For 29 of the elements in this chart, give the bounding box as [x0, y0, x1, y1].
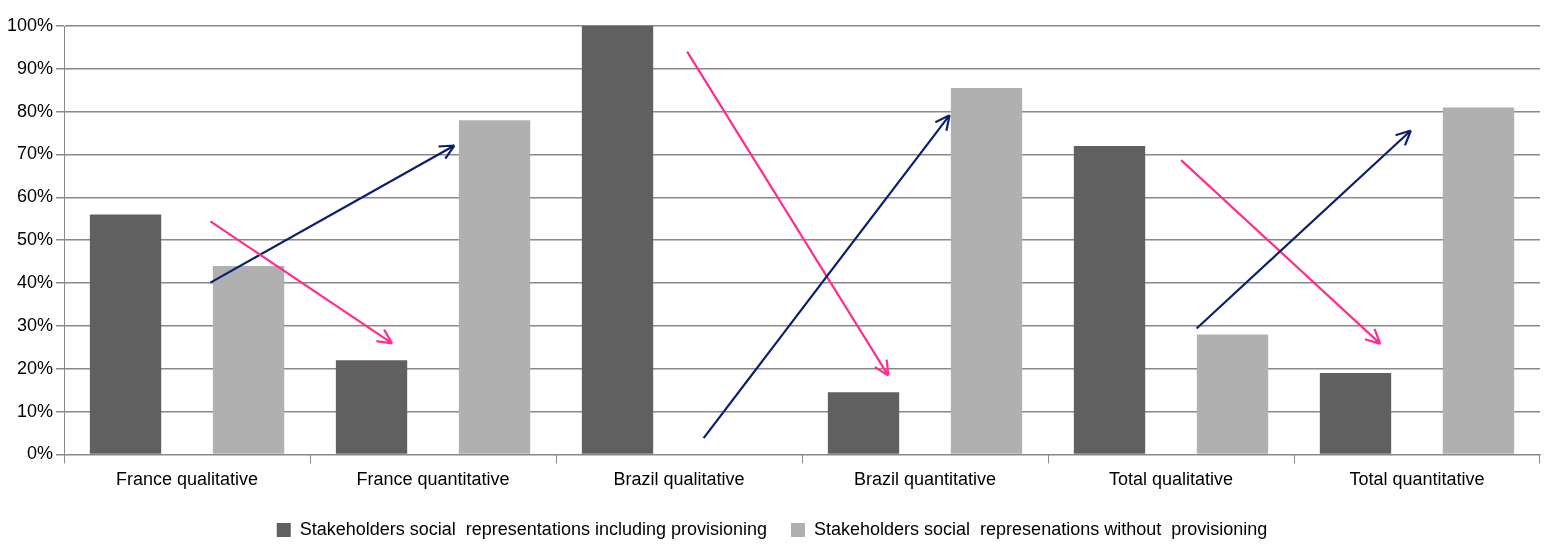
y-tick-label: 100% [6, 14, 54, 35]
bar [827, 392, 900, 454]
bar [335, 360, 408, 454]
y-tick-label: 0% [27, 443, 54, 464]
bar [950, 88, 1023, 454]
y-tick-label: 20% [17, 357, 54, 378]
y-tick-label: 50% [17, 229, 54, 250]
x-tick-label: Brazil qualitative [613, 469, 745, 490]
bar [581, 26, 654, 454]
x-tick-label: France qualitative [115, 469, 259, 490]
bar [1319, 373, 1392, 454]
y-tick-label: 30% [17, 314, 54, 335]
x-tick-label: France quantitative [356, 469, 510, 490]
legend-label: Stakeholders social representations including provisioning [299, 518, 768, 539]
y-tick-label: 90% [17, 57, 54, 78]
x-tick-label: Total qualitative [1108, 469, 1234, 490]
y-tick-label: 80% [17, 100, 54, 121]
legend-label: Stakeholders social represenations without provisioning [814, 518, 1268, 539]
bar [1196, 334, 1269, 454]
bar [89, 214, 162, 454]
x-tick-label: Brazil quantitative [853, 469, 997, 490]
y-tick-label: 60% [17, 186, 54, 207]
y-tick-label: 10% [17, 400, 54, 421]
y-tick-label: 70% [17, 143, 54, 164]
x-tick-label: Total quantitative [1349, 469, 1485, 490]
bar [458, 120, 531, 454]
bar [1442, 107, 1515, 454]
bar [1073, 145, 1146, 454]
y-tick-label: 40% [17, 272, 54, 293]
